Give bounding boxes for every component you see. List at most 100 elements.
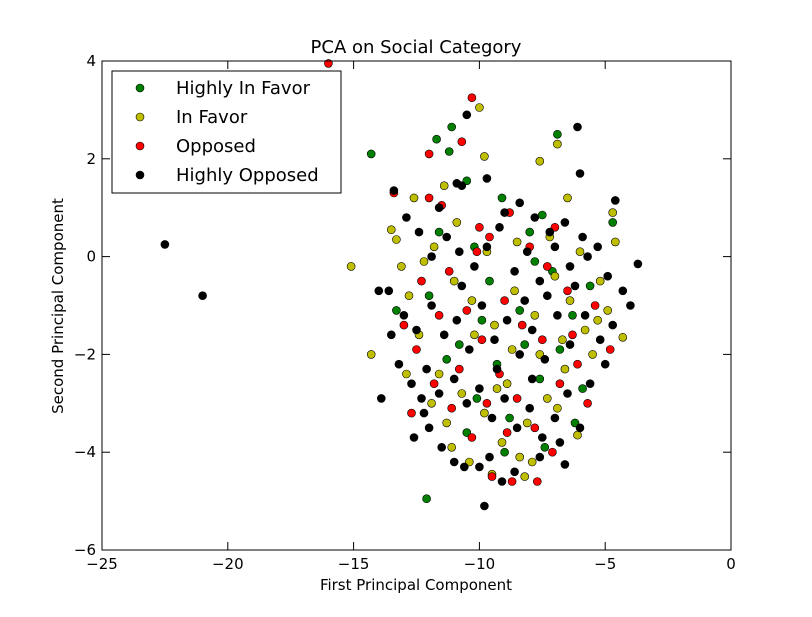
point-series-2-36	[537, 335, 547, 345]
point-series-1-38	[404, 291, 414, 301]
point-series-0-2	[447, 122, 457, 132]
x-tick-label: −10	[464, 555, 496, 573]
point-series-2-16	[462, 306, 472, 315]
point-series-3-77	[424, 423, 434, 433]
point-series-3-12	[449, 457, 459, 467]
point-series-0-18	[585, 281, 595, 291]
point-series-0-30	[555, 345, 565, 354]
point-series-1-45	[452, 218, 462, 227]
point-series-1-8	[409, 193, 419, 203]
point-series-0-26	[540, 442, 550, 452]
point-series-0-0	[366, 149, 376, 159]
point-series-3-40	[477, 301, 487, 310]
legend-label-3: Highly Opposed	[176, 165, 319, 186]
point-series-2-41	[502, 428, 512, 437]
legend-label-0: Highly In Favor	[176, 78, 311, 99]
point-series-2-37	[454, 364, 464, 374]
legend-marker-3	[135, 170, 145, 180]
point-series-3-20	[470, 262, 479, 271]
point-series-1-0	[475, 103, 484, 112]
point-series-3-13	[560, 460, 570, 469]
point-series-0-25	[505, 413, 514, 423]
point-series-3-63	[550, 413, 560, 423]
point-series-3-82	[530, 213, 540, 222]
point-series-3-81	[515, 198, 525, 208]
point-series-3-62	[537, 433, 547, 442]
point-series-1-55	[442, 418, 452, 428]
point-series-3-58	[487, 413, 497, 423]
point-series-3-65	[575, 423, 585, 433]
point-series-1-26	[565, 296, 575, 305]
point-series-1-20	[449, 276, 459, 286]
point-series-1-51	[470, 330, 479, 340]
point-series-3-89	[386, 330, 396, 340]
legend-label-1: In Favor	[176, 107, 248, 128]
point-series-1-4	[439, 181, 449, 190]
point-series-3-85	[583, 252, 592, 261]
point-series-3-61	[525, 403, 535, 413]
point-series-1-23	[510, 286, 519, 296]
point-series-0-23	[442, 354, 452, 364]
point-series-3-25	[535, 276, 545, 286]
point-series-2-3	[424, 149, 434, 159]
point-series-3-74	[555, 438, 565, 447]
point-series-1-9	[608, 208, 618, 217]
point-series-0-34	[530, 257, 540, 266]
point-series-2-2	[457, 137, 467, 146]
y-tick-label: −2	[74, 345, 96, 363]
point-series-1-21	[467, 296, 477, 305]
point-series-3-35	[412, 325, 421, 335]
legend-label-2: Opposed	[176, 136, 256, 157]
point-series-3-23	[510, 266, 519, 276]
point-series-3-64	[563, 389, 572, 398]
point-series-3-78	[520, 296, 530, 305]
point-series-3-75	[497, 477, 507, 486]
legend-box	[111, 70, 342, 194]
point-series-3-22	[495, 223, 504, 232]
point-series-1-28	[595, 276, 605, 286]
point-series-1-36	[542, 394, 552, 403]
point-series-3-16	[414, 227, 424, 237]
point-series-3-56	[462, 398, 472, 408]
point-series-1-3	[480, 152, 489, 161]
x-axis-label: First Principal Component	[320, 576, 512, 594]
point-series-0-9	[434, 227, 444, 237]
point-series-3-39	[464, 345, 474, 354]
point-series-2-29	[417, 276, 426, 286]
point-series-0-19	[454, 340, 464, 349]
point-series-3-93	[492, 364, 502, 374]
y-tick-label: −6	[74, 541, 96, 559]
point-series-2-15	[444, 266, 454, 276]
point-series-3-36	[427, 301, 436, 310]
point-series-3-42	[502, 315, 512, 325]
plot-frame	[101, 60, 732, 551]
point-series-2-34	[517, 320, 527, 330]
point-series-1-39	[427, 398, 436, 408]
point-series-2-19	[512, 394, 522, 403]
point-series-3-71	[485, 452, 494, 462]
point-series-3-49	[595, 335, 605, 345]
point-series-3-29	[593, 242, 603, 252]
point-series-3-17	[427, 252, 436, 261]
y-tick-label: 2	[86, 150, 96, 168]
point-series-3-7	[610, 196, 620, 205]
point-series-1-41	[497, 438, 507, 447]
point-series-3-69	[437, 442, 447, 452]
point-series-1-58	[553, 403, 562, 413]
point-series-0-29	[424, 291, 434, 301]
point-series-3-83	[545, 227, 555, 237]
point-series-3-79	[542, 291, 552, 301]
point-series-1-37	[560, 364, 570, 374]
point-series-1-17	[397, 262, 406, 271]
point-series-1-34	[502, 379, 512, 389]
point-series-2-25	[412, 345, 421, 354]
point-series-3-43	[515, 350, 525, 359]
point-series-3-4	[480, 501, 489, 511]
point-series-3-27	[565, 262, 575, 271]
point-series-3-80	[500, 208, 509, 217]
x-tick-label: −5	[594, 555, 616, 573]
point-series-2-12	[563, 286, 572, 296]
point-series-2-30	[399, 320, 409, 330]
